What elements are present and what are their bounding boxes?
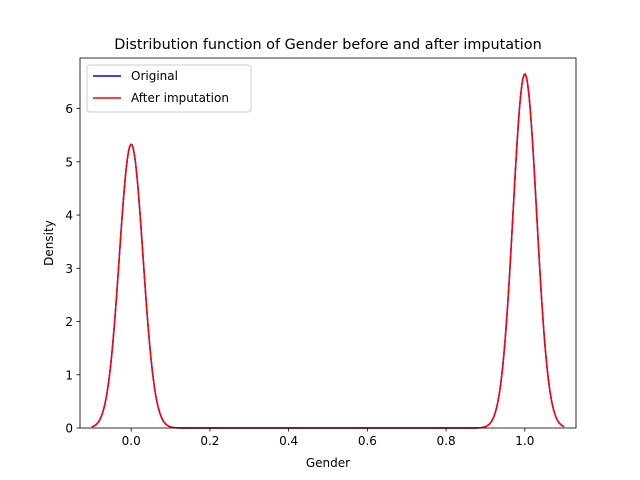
chart-title: Distribution function of Gender before a…: [114, 37, 541, 53]
legend-label-original: Original: [131, 69, 178, 83]
plot-border: [79, 57, 577, 429]
y-tick-label: 1: [65, 368, 73, 382]
y-tick-label: 6: [65, 102, 73, 116]
plot-area: [80, 58, 576, 428]
y-axis-label: Density: [42, 220, 56, 266]
legend-label-after-imputation: After imputation: [131, 91, 229, 105]
legend-frame: [86, 64, 252, 113]
x-tick-label: 0.2: [200, 434, 219, 448]
x-tick-label: 0.8: [437, 434, 456, 448]
y-tick-label: 2: [65, 315, 73, 329]
x-tick-label: 0.4: [279, 434, 298, 448]
y-tick-label: 5: [65, 155, 73, 169]
axes-layer: 0.0 0.2 0.4 0.6 0.8 1.0 0 1 2 3 4 5 6: [65, 102, 534, 448]
y-tick-label: 3: [65, 262, 73, 276]
y-tick-label: 4: [65, 209, 73, 223]
x-tick-label: 1.0: [515, 434, 534, 448]
y-tick-label: 0: [65, 422, 73, 436]
x-tick-label: 0.6: [358, 434, 377, 448]
x-axis-label: Gender: [306, 456, 350, 470]
legend: Original After imputation: [86, 64, 252, 113]
x-tick-label: 0.0: [122, 434, 141, 448]
